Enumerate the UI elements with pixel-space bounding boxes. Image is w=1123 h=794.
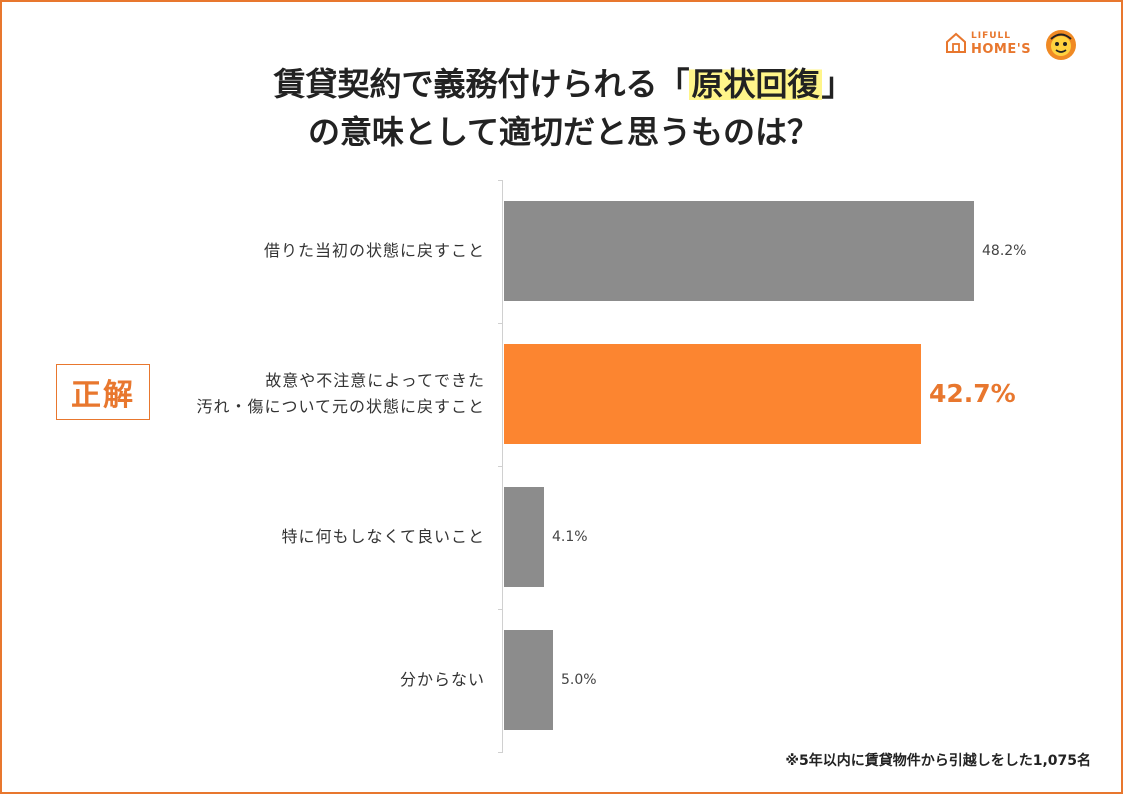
bar (504, 630, 553, 730)
category-label: 分からない (400, 667, 485, 693)
category-label-line: 特に何もしなくて良いこと (281, 527, 485, 546)
bar-value-label: 42.7% (929, 379, 1016, 408)
category-label-line: 故意や不注意によってできた (265, 371, 485, 390)
bar-value-label: 5.0% (561, 672, 597, 688)
category-label-line: 汚れ・傷について元の状態に戻すこと (196, 397, 485, 416)
mascot-icon (1046, 30, 1076, 60)
title-highlight: 原状回復 (689, 65, 822, 103)
bar (504, 201, 974, 301)
category-label-line: 借りた当初の状態に戻すこと (263, 241, 485, 260)
brand-name-small: LIFULL (971, 31, 1012, 41)
chart-title-line-1: 賃貸契約で義務付けられる「原状回復」 (2, 64, 1123, 104)
axis-tick (498, 752, 503, 753)
axis-tick (498, 323, 503, 324)
bar-value-label: 4.1% (552, 529, 588, 545)
brand-name: HOME'S (971, 42, 1032, 57)
axis-tick (498, 466, 503, 467)
axis-tick (498, 180, 503, 181)
chart-title-line-2: の意味として適切だと思うものは？ (307, 113, 820, 151)
correct-answer-badge: 正解 (56, 364, 150, 420)
footnote: ※5年以内に賃貸物件から引越しをした1,075名 (785, 753, 1091, 769)
category-label: 借りた当初の状態に戻すこと (264, 238, 485, 264)
category-label: 故意や不注意によってできた汚れ・傷について元の状態に戻すこと (196, 368, 485, 420)
title-post: 」 (821, 65, 854, 103)
title-pre: 賃貸契約で義務付けられる「 (273, 65, 690, 103)
bar-value-label: 48.2% (982, 243, 1027, 259)
bar (504, 487, 544, 587)
bar (504, 344, 921, 444)
category-label: 特に何もしなくて良いこと (281, 524, 485, 550)
axis-tick (498, 609, 503, 610)
house-icon (946, 32, 966, 53)
brand-logo: LIFULL HOME'S (945, 29, 1080, 63)
category-label-line: 分からない (399, 670, 485, 689)
